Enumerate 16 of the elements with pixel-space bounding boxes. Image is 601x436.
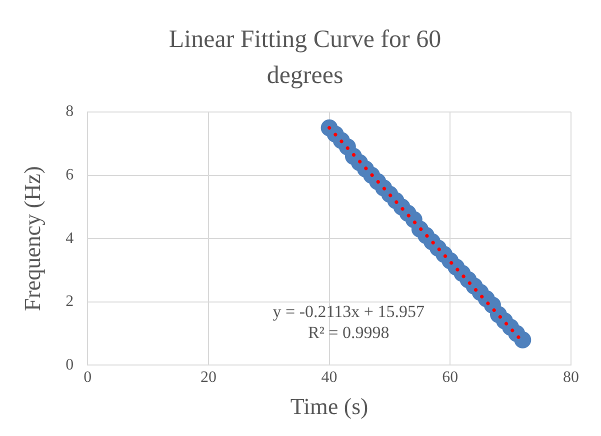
x-tick-label: 40 [321,369,338,386]
y-tick-label: 8 [66,103,74,120]
y-tick-label: 2 [66,293,74,310]
x-tick-label: 60 [442,369,458,386]
x-axis-title: Time (s) [290,394,368,420]
x-tick-label: 80 [563,369,579,386]
annotation: y = -0.2113x + 15.957 [272,302,425,322]
y-tick-label: 6 [66,166,74,184]
x-tick-label: 0 [84,369,92,386]
point [514,331,532,348]
chart-title: Linear Fitting Curve for 60 degrees [168,25,442,91]
y-tick-label: 0 [66,356,74,374]
y-axis-title: Frequency (Hz) [20,166,45,312]
x-tick-label: 20 [200,369,216,386]
annotation: R² = 0.9998 [308,323,390,342]
y-tick-label: 4 [66,230,74,247]
